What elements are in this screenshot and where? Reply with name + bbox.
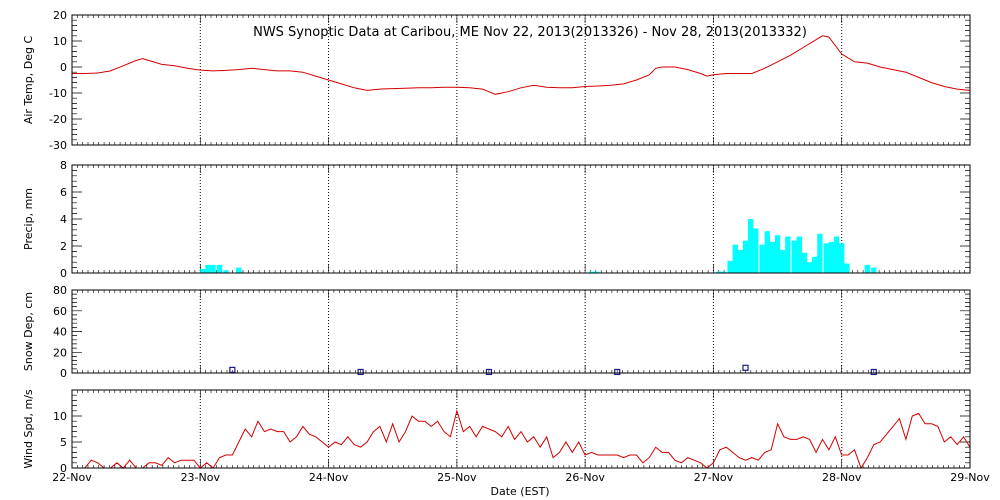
precip-bar [588,271,595,273]
precip-bar [828,241,835,273]
precip-bar [812,256,818,273]
precip-bar [785,236,791,273]
panel-frame [71,14,971,146]
x-tick-label: 28-Nov [822,471,862,484]
precip-bar [871,267,877,273]
y-tick-label: 2 [60,240,67,253]
y-tick-label: 4 [60,213,67,226]
snow-depth-point [485,368,493,376]
precip-bar [764,231,770,273]
precip-bar [774,235,781,273]
y-tick-label: 40 [53,326,67,339]
panel-wind: 0 5 10 Wind Spd, m/s [22,389,971,475]
x-ticks [71,290,971,373]
precip-bar [796,236,803,273]
snow-depth-point [357,368,364,376]
x-tick-label: 23-Nov [181,471,221,484]
precip-bar [806,262,813,273]
y-tick-label: 60 [53,305,67,318]
precip-bar [742,240,749,273]
series-line-wind [84,408,971,470]
snow-depth-point [870,368,877,376]
x-tick-label: 22-Nov [52,471,92,484]
y-tick-label: 8 [60,159,67,172]
precip-bar [737,250,744,273]
snow-depth-point [742,364,749,371]
precip-bar [801,252,808,273]
y-tick-label: 0 [60,367,67,380]
precip-bar [844,263,850,273]
y-axis-label: Precip, mm [22,188,35,250]
y-ticks [72,389,970,469]
panel-frame [71,289,971,374]
precip-bar [236,267,242,273]
precip-bar [216,264,223,273]
x-tick-label: 29-Nov [950,471,990,484]
precip-bar [864,264,871,273]
y-tick-label: 5 [60,436,67,449]
panel-snow: 0 20 40 60 80 Snow Dep, cm [22,284,971,380]
precip-bar [780,250,786,273]
precip-bar [817,233,823,273]
y-axis-label: Snow Dep, cm [22,292,35,371]
precip-bar [769,241,776,273]
precip-bar [823,243,829,273]
precip-bar [200,268,206,273]
precip-bar [721,271,727,273]
y-tick-label: 20 [53,346,67,359]
precip-bar [727,260,733,273]
precip-bar [594,271,600,273]
x-tick-label: 25-Nov [437,471,477,484]
precip-bar [210,264,216,273]
precip-bar [833,236,840,273]
y-tick-label: -30 [49,139,67,152]
snow-depth-point [614,368,621,376]
precip-bar [732,244,738,273]
y-ticks [72,289,970,374]
x-axis-label: Date (EST) [490,485,549,498]
precip-bar [715,271,722,273]
y-tick-label: 10 [53,35,67,48]
y-tick-label: 0 [60,462,67,475]
y-axis-label: Air Temp, Deg C [22,36,35,125]
x-tick-label: 24-Nov [309,471,349,484]
y-tick-label: 10 [53,410,67,423]
x-tick-label: 26-Nov [565,471,605,484]
precip-bar [791,240,797,273]
precip-bar [839,243,845,273]
precip-bar [753,228,759,273]
panel-frame [71,164,971,274]
y-tick-label: 0 [60,267,67,280]
y-tick-label: 80 [53,284,67,297]
chart-title: NWS Synoptic Data at Caribou, ME Nov 22,… [253,25,807,40]
panel-precip: 0 2 4 6 8 Precip, mm [22,159,971,280]
precip-bar [747,219,754,273]
y-tick-label: 0 [60,61,67,74]
snow-depth-point [229,366,236,373]
x-ticks [71,390,971,468]
x-tick-label: 27-Nov [694,471,734,484]
y-tick-label: 6 [60,186,67,199]
panels: -30 -20 -10 0 10 20 Air Temp, Deg C 0 2 4 6 8 Precip… [22,9,990,484]
series-line-temp [72,35,971,95]
y-tick-label: -20 [49,113,67,126]
y-axis-label: Wind Spd, m/s [22,389,35,469]
precip-bar [205,264,211,273]
y-tick-label: 20 [53,9,67,22]
precip-bar [223,270,229,273]
panel-temp: -30 -20 -10 0 10 20 Air Temp, Deg C [22,9,971,152]
precip-bar [759,244,765,273]
y-tick-label: -10 [49,87,67,100]
panel-frame [71,389,971,469]
